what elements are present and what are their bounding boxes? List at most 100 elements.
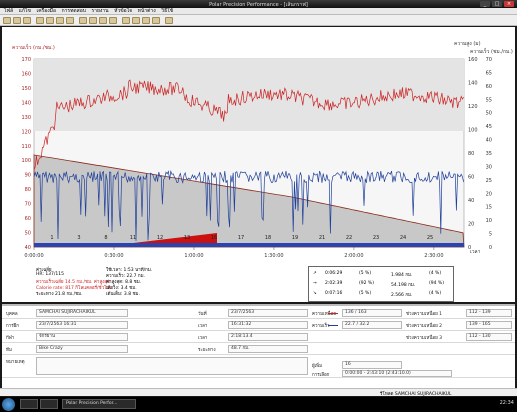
time-tick-label: 1:30:00 — [264, 253, 283, 259]
toolbar — [0, 15, 517, 26]
menu-test[interactable]: การทดสอบ — [61, 8, 86, 14]
taskbar-icon-2[interactable] — [40, 399, 58, 409]
arrow-up-icon: ↗ — [313, 271, 317, 276]
lap-label: 23 — [373, 235, 379, 241]
panel-row-2: การฝึก 23/7/2563 16:31 เวลา 16:31:32 ควา… — [2, 320, 515, 331]
stats-row-up: ↗ 0:06:29 (5 %) 1.984 กม. (4 %) — [313, 271, 442, 278]
right-tick-label-1: 0 — [468, 245, 471, 251]
toolbar-heart-icon[interactable] — [122, 17, 130, 24]
time-tick-label: 2:30:00 — [424, 253, 443, 259]
left-tick-label: 120 — [21, 129, 31, 135]
left-tick-label: 110 — [21, 144, 31, 150]
lap-label: 8 — [104, 235, 107, 241]
right-tick-label-2: 70 — [486, 57, 492, 63]
menu-help[interactable]: วิธีใช้ — [161, 8, 173, 14]
right-tick-label-2: 50 — [486, 111, 492, 117]
selection-field[interactable]: 0:00:00 - 2:43:10 (2:43:10.0) — [342, 370, 452, 377]
menu-window[interactable]: หน้าต่าง — [137, 8, 156, 14]
team-field[interactable]: Bike Crazy — [36, 345, 128, 353]
left-tick-label: 150 — [21, 86, 31, 92]
hr-zone-1-field[interactable]: 112 - 139 — [466, 309, 512, 317]
added-field[interactable]: 16 — [342, 361, 402, 369]
heart-rate-line — [33, 79, 464, 171]
summary-full: เต้นเต็ม: 3.8 ชม. — [106, 292, 140, 297]
right-tick-label-1: 20 — [468, 222, 474, 228]
lap-label: 22 — [346, 235, 352, 241]
start-button[interactable] — [2, 398, 15, 411]
toolbar-cut-icon[interactable] — [46, 17, 54, 24]
summary-distance: ระยะทาง 21.8 กม./ชม. — [36, 292, 83, 297]
toolbar-print-icon[interactable] — [36, 17, 44, 24]
right-tick-label-2: 15 — [486, 205, 492, 211]
right-tick-label-2: 25 — [486, 178, 492, 184]
hr-zone-3-field[interactable]: 112 - 130 — [466, 333, 512, 341]
minimize-button[interactable]: _ — [480, 1, 490, 7]
toolbar-new-icon[interactable] — [3, 17, 11, 24]
menu-edit[interactable]: แก้ไข — [18, 8, 31, 14]
hr-field[interactable]: 136 / 163 — [342, 309, 402, 317]
toolbar-open-icon[interactable] — [13, 17, 21, 24]
altitude-area — [33, 154, 465, 248]
left-tick-label: 130 — [21, 115, 31, 121]
left-tick-label: 140 — [21, 100, 31, 106]
speed-field[interactable]: 22.7 / 32.2 — [342, 321, 402, 329]
left-axis-title: ความเร็ว (กม./ชม.) — [12, 43, 55, 51]
panel-row-4: ทีม Bike Crazy ระยะทาง 48.7 กม. — [2, 344, 515, 355]
right-tick-label-1: 120 — [468, 104, 478, 110]
hr-zone-2-field[interactable]: 139 - 165 — [466, 321, 512, 329]
lap-label: 3 — [77, 235, 80, 241]
distance-field[interactable]: 48.7 กม. — [228, 345, 308, 353]
lap-label: 13 — [184, 235, 190, 241]
left-tick-label: 90 — [25, 173, 31, 179]
right-axis-title-2: ความเร็ว (ชม./กม.) — [470, 47, 513, 55]
chart-area: 170 160 150 140 130 120 110 100 90 80 70 60 50 40 160 1… — [2, 27, 515, 287]
time-field[interactable]: 16:31:32 — [228, 321, 308, 329]
summary-calorie: Calorie rate: 817 กิโลแคลอรี่/ชั่วโมง — [36, 286, 112, 291]
menu-report[interactable]: รายงาน — [91, 8, 109, 14]
sport-field[interactable]: จักรยาน — [36, 333, 128, 341]
toolbar-chart-icon[interactable] — [99, 17, 107, 24]
speed-legend-line — [328, 325, 338, 326]
toolbar-bike-icon[interactable] — [142, 17, 150, 24]
toolbar-folder-icon[interactable] — [89, 17, 97, 24]
performance-chart[interactable]: 1701601501401301201101009080706050401601… — [2, 27, 515, 287]
panel-row-1: บุคคล SAMCHAI SUJIRACHAIKUL วันที่ 23/7/… — [2, 308, 515, 319]
taskbar-icon-1[interactable] — [20, 399, 38, 409]
right-tick-label-2: 35 — [486, 151, 492, 157]
notes-field[interactable] — [36, 357, 308, 375]
menu-tools[interactable]: เครื่องมือ — [36, 8, 56, 14]
toolbar-settings-icon[interactable] — [152, 17, 160, 24]
toolbar-calendar-icon[interactable] — [79, 17, 87, 24]
lap-label: 1 — [50, 235, 53, 241]
exercise-field[interactable]: 23/7/2563 16:31 — [36, 321, 128, 329]
hr-legend-line — [328, 313, 338, 314]
exercise-info-panel: บุคคล SAMCHAI SUJIRACHAIKUL วันที่ 23/7/… — [2, 304, 515, 388]
left-tick-label: 50 — [25, 231, 31, 237]
toolbar-person-icon[interactable] — [109, 17, 117, 24]
arrow-right-icon: → — [313, 281, 317, 286]
left-tick-label: 80 — [25, 187, 31, 193]
status-bar: รีโหลด SAMCHAI SUJIRACHAIKUL — [0, 388, 517, 397]
left-tick-label: 160 — [21, 71, 31, 77]
person-field[interactable]: SAMCHAI SUJIRACHAIKUL — [36, 309, 128, 317]
taskbar-task-polar[interactable]: Polar Precision Perfor... — [62, 399, 136, 409]
summary-speed-value: ความเร็ว: 22.7 กม. — [106, 274, 146, 279]
summary-avg-label: ค่าเฉลี่ย — [36, 268, 52, 273]
window-titlebar: Polar Precision Performance - [เส้นกราฟ]… — [0, 0, 517, 8]
altitude-stats-box: ↗ 0:06:29 (5 %) 1.984 กม. (4 %) → 2:02:3… — [308, 266, 454, 302]
time-tick-label: 0:00:00 — [24, 253, 43, 259]
toolbar-copy-icon[interactable] — [56, 17, 64, 24]
toolbar-paste-icon[interactable] — [66, 17, 74, 24]
date-field[interactable]: 23/7/2563 — [228, 309, 308, 317]
close-button[interactable]: × — [504, 1, 514, 7]
menu-file[interactable]: ไฟล์ — [4, 8, 14, 14]
maximize-button[interactable]: □ — [492, 1, 502, 7]
duration-field[interactable]: 2:18:13.4 — [228, 333, 308, 341]
left-tick-label: 40 — [25, 245, 31, 251]
toolbar-save-icon[interactable] — [23, 17, 31, 24]
summary-hr: HR: 137/115 — [36, 272, 65, 277]
menu-topic[interactable]: หัวข้อใจ — [114, 8, 133, 14]
lap-label: 16 — [211, 235, 217, 241]
toolbar-stopwatch-icon[interactable] — [132, 17, 140, 24]
toolbar-help-icon[interactable] — [165, 17, 173, 24]
